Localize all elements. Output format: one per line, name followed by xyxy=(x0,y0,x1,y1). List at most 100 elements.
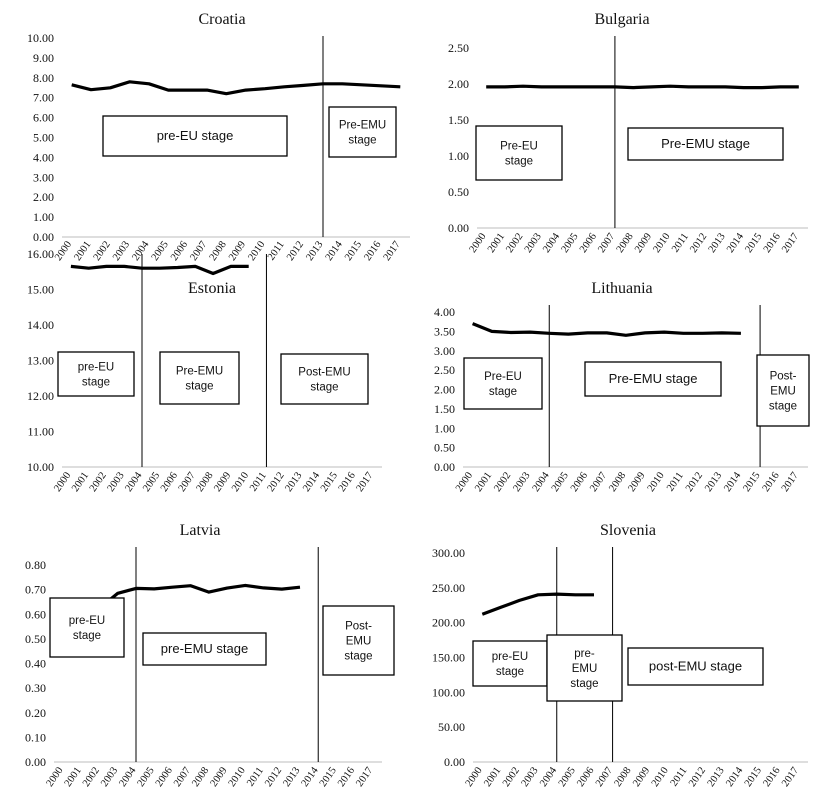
y-tick-label: 0.50 xyxy=(434,441,455,455)
y-tick-label: 1.00 xyxy=(448,149,469,163)
x-tick-label: 2011 xyxy=(670,231,691,254)
y-tick-label: 0.00 xyxy=(448,221,469,235)
y-tick-label: 10.00 xyxy=(27,460,54,474)
x-tick-label: 2011 xyxy=(669,765,690,788)
y-tick-label: 3.50 xyxy=(434,324,455,338)
chart-lithuania: Lithuania 0.00 0.50 1.00 1.50 2.00 2.50 3.00 3.5… xyxy=(434,280,810,494)
y-tick-label: 1.50 xyxy=(434,402,455,416)
x-tick-label: 2015 xyxy=(343,239,364,263)
x-tick-label: 2007 xyxy=(588,470,609,494)
y-tick-label: 0.40 xyxy=(25,657,46,671)
x-tick-label: 2007 xyxy=(177,470,198,494)
x-tick-label: 2006 xyxy=(575,765,596,789)
x-tick-label: 2013 xyxy=(283,470,304,494)
x-tick-label: 2014 xyxy=(324,239,345,263)
x-tick-label: 2009 xyxy=(227,239,248,263)
y-tick-label: 10.00 xyxy=(27,31,54,45)
x-tick-label: 2007 xyxy=(172,765,193,789)
x-tick-label: 2010 xyxy=(230,470,251,494)
x-tick-label: 2017 xyxy=(355,470,376,494)
x-tick-label: 2011 xyxy=(248,470,269,493)
x-tick-label: 2002 xyxy=(81,765,102,789)
x-tick-label: 2013 xyxy=(706,765,727,789)
x-tick-label: 2001 xyxy=(72,239,93,263)
y-tick-label: 5.00 xyxy=(33,131,54,145)
x-tick-label: 2007 xyxy=(594,765,615,789)
stage-label: stage xyxy=(73,630,101,642)
x-tick-label: 2009 xyxy=(626,470,647,494)
x-tick-label: 2001 xyxy=(70,470,91,494)
x-tick-label: 2016 xyxy=(761,470,782,494)
x-tick-label: 2008 xyxy=(208,239,229,263)
x-tick-label: 2017 xyxy=(780,765,801,789)
x-tick-label: 2003 xyxy=(111,239,132,263)
x-tick-label: 2007 xyxy=(188,239,209,263)
y-tick-label: 2.50 xyxy=(434,363,455,377)
y-tick-label: 0.70 xyxy=(25,583,46,597)
stage-box xyxy=(546,634,623,702)
stage-label: Post- xyxy=(345,621,372,633)
stage-box xyxy=(322,605,395,676)
y-tick-label: 11.00 xyxy=(27,425,54,439)
y-tick-label: 0.30 xyxy=(25,681,46,695)
stage-label: stage xyxy=(82,377,110,389)
x-tick-label: 2004 xyxy=(123,470,144,494)
stage-label: Pre-EU xyxy=(500,141,538,153)
x-tick-label: 2014 xyxy=(300,765,321,789)
y-tick-label: 250.00 xyxy=(432,581,465,595)
x-tick-label: 2011 xyxy=(266,239,287,262)
chart-croatia: Croatia 0.00 1.00 2.00 3.00 4.00 5.00 6.00 7.00 8… xyxy=(27,11,410,263)
stage-box xyxy=(142,632,267,666)
y-tick-label: 3.00 xyxy=(434,344,455,358)
x-tick-label: 2005 xyxy=(136,765,157,789)
stage-box xyxy=(475,125,563,181)
x-tick-label: 2017 xyxy=(780,231,801,255)
x-tick-label: 2000 xyxy=(52,470,73,494)
x-tick-label: 2010 xyxy=(650,765,671,789)
x-tick-label: 2005 xyxy=(557,765,578,789)
y-tick-label: 4.00 xyxy=(33,150,54,164)
x-tick-label: 2014 xyxy=(722,470,743,494)
y-tick-label: 50.00 xyxy=(438,720,465,734)
stage-box xyxy=(627,127,784,161)
stage-label: pre-EU xyxy=(492,651,528,663)
y-tick-label: 2.00 xyxy=(33,190,54,204)
x-tick-label: 2005 xyxy=(150,239,171,263)
y-tick-label: 1.50 xyxy=(448,113,469,127)
x-tick-label: 2016 xyxy=(761,765,782,789)
x-tick-label: 2010 xyxy=(227,765,248,789)
x-tick-label: 2017 xyxy=(780,470,801,494)
x-tick-label: 2014 xyxy=(301,470,322,494)
x-tick-label: 2001 xyxy=(473,470,494,494)
chart-title: Estonia xyxy=(188,280,236,297)
y-tick-label: 150.00 xyxy=(432,651,465,665)
x-tick-label: 2002 xyxy=(92,239,113,263)
y-tick-label: 3.00 xyxy=(33,170,54,184)
x-tick-label: 2016 xyxy=(337,470,358,494)
stage-box xyxy=(280,353,369,405)
x-tick-label: 2016 xyxy=(362,239,383,263)
chart-title: Latvia xyxy=(180,522,221,539)
stage-label: pre-EU stage xyxy=(157,128,234,143)
x-tick-label: 2004 xyxy=(538,765,559,789)
x-tick-label: 2012 xyxy=(687,765,708,789)
stage-label: stage xyxy=(570,678,598,690)
x-tick-label: 2015 xyxy=(743,765,764,789)
x-tick-label: 2014 xyxy=(724,765,745,789)
x-tick-label: 2015 xyxy=(319,470,340,494)
x-tick-label: 2012 xyxy=(263,765,284,789)
x-tick-label: 2001 xyxy=(482,765,503,789)
y-tick-label: 300.00 xyxy=(432,546,465,560)
x-tick-label: 2008 xyxy=(615,231,636,255)
x-tick-label: 2011 xyxy=(665,470,686,493)
x-tick-label: 2010 xyxy=(646,470,667,494)
x-tick-label: 2015 xyxy=(318,765,339,789)
chart-title: Croatia xyxy=(198,11,245,28)
y-tick-label: 13.00 xyxy=(27,354,54,368)
x-tick-label: 2008 xyxy=(190,765,211,789)
stage-box xyxy=(627,647,764,686)
x-tick-label: 2004 xyxy=(531,470,552,494)
stage-label: stage xyxy=(344,651,372,663)
x-tick-label: 2008 xyxy=(195,470,216,494)
y-tick-label: 0.50 xyxy=(448,185,469,199)
